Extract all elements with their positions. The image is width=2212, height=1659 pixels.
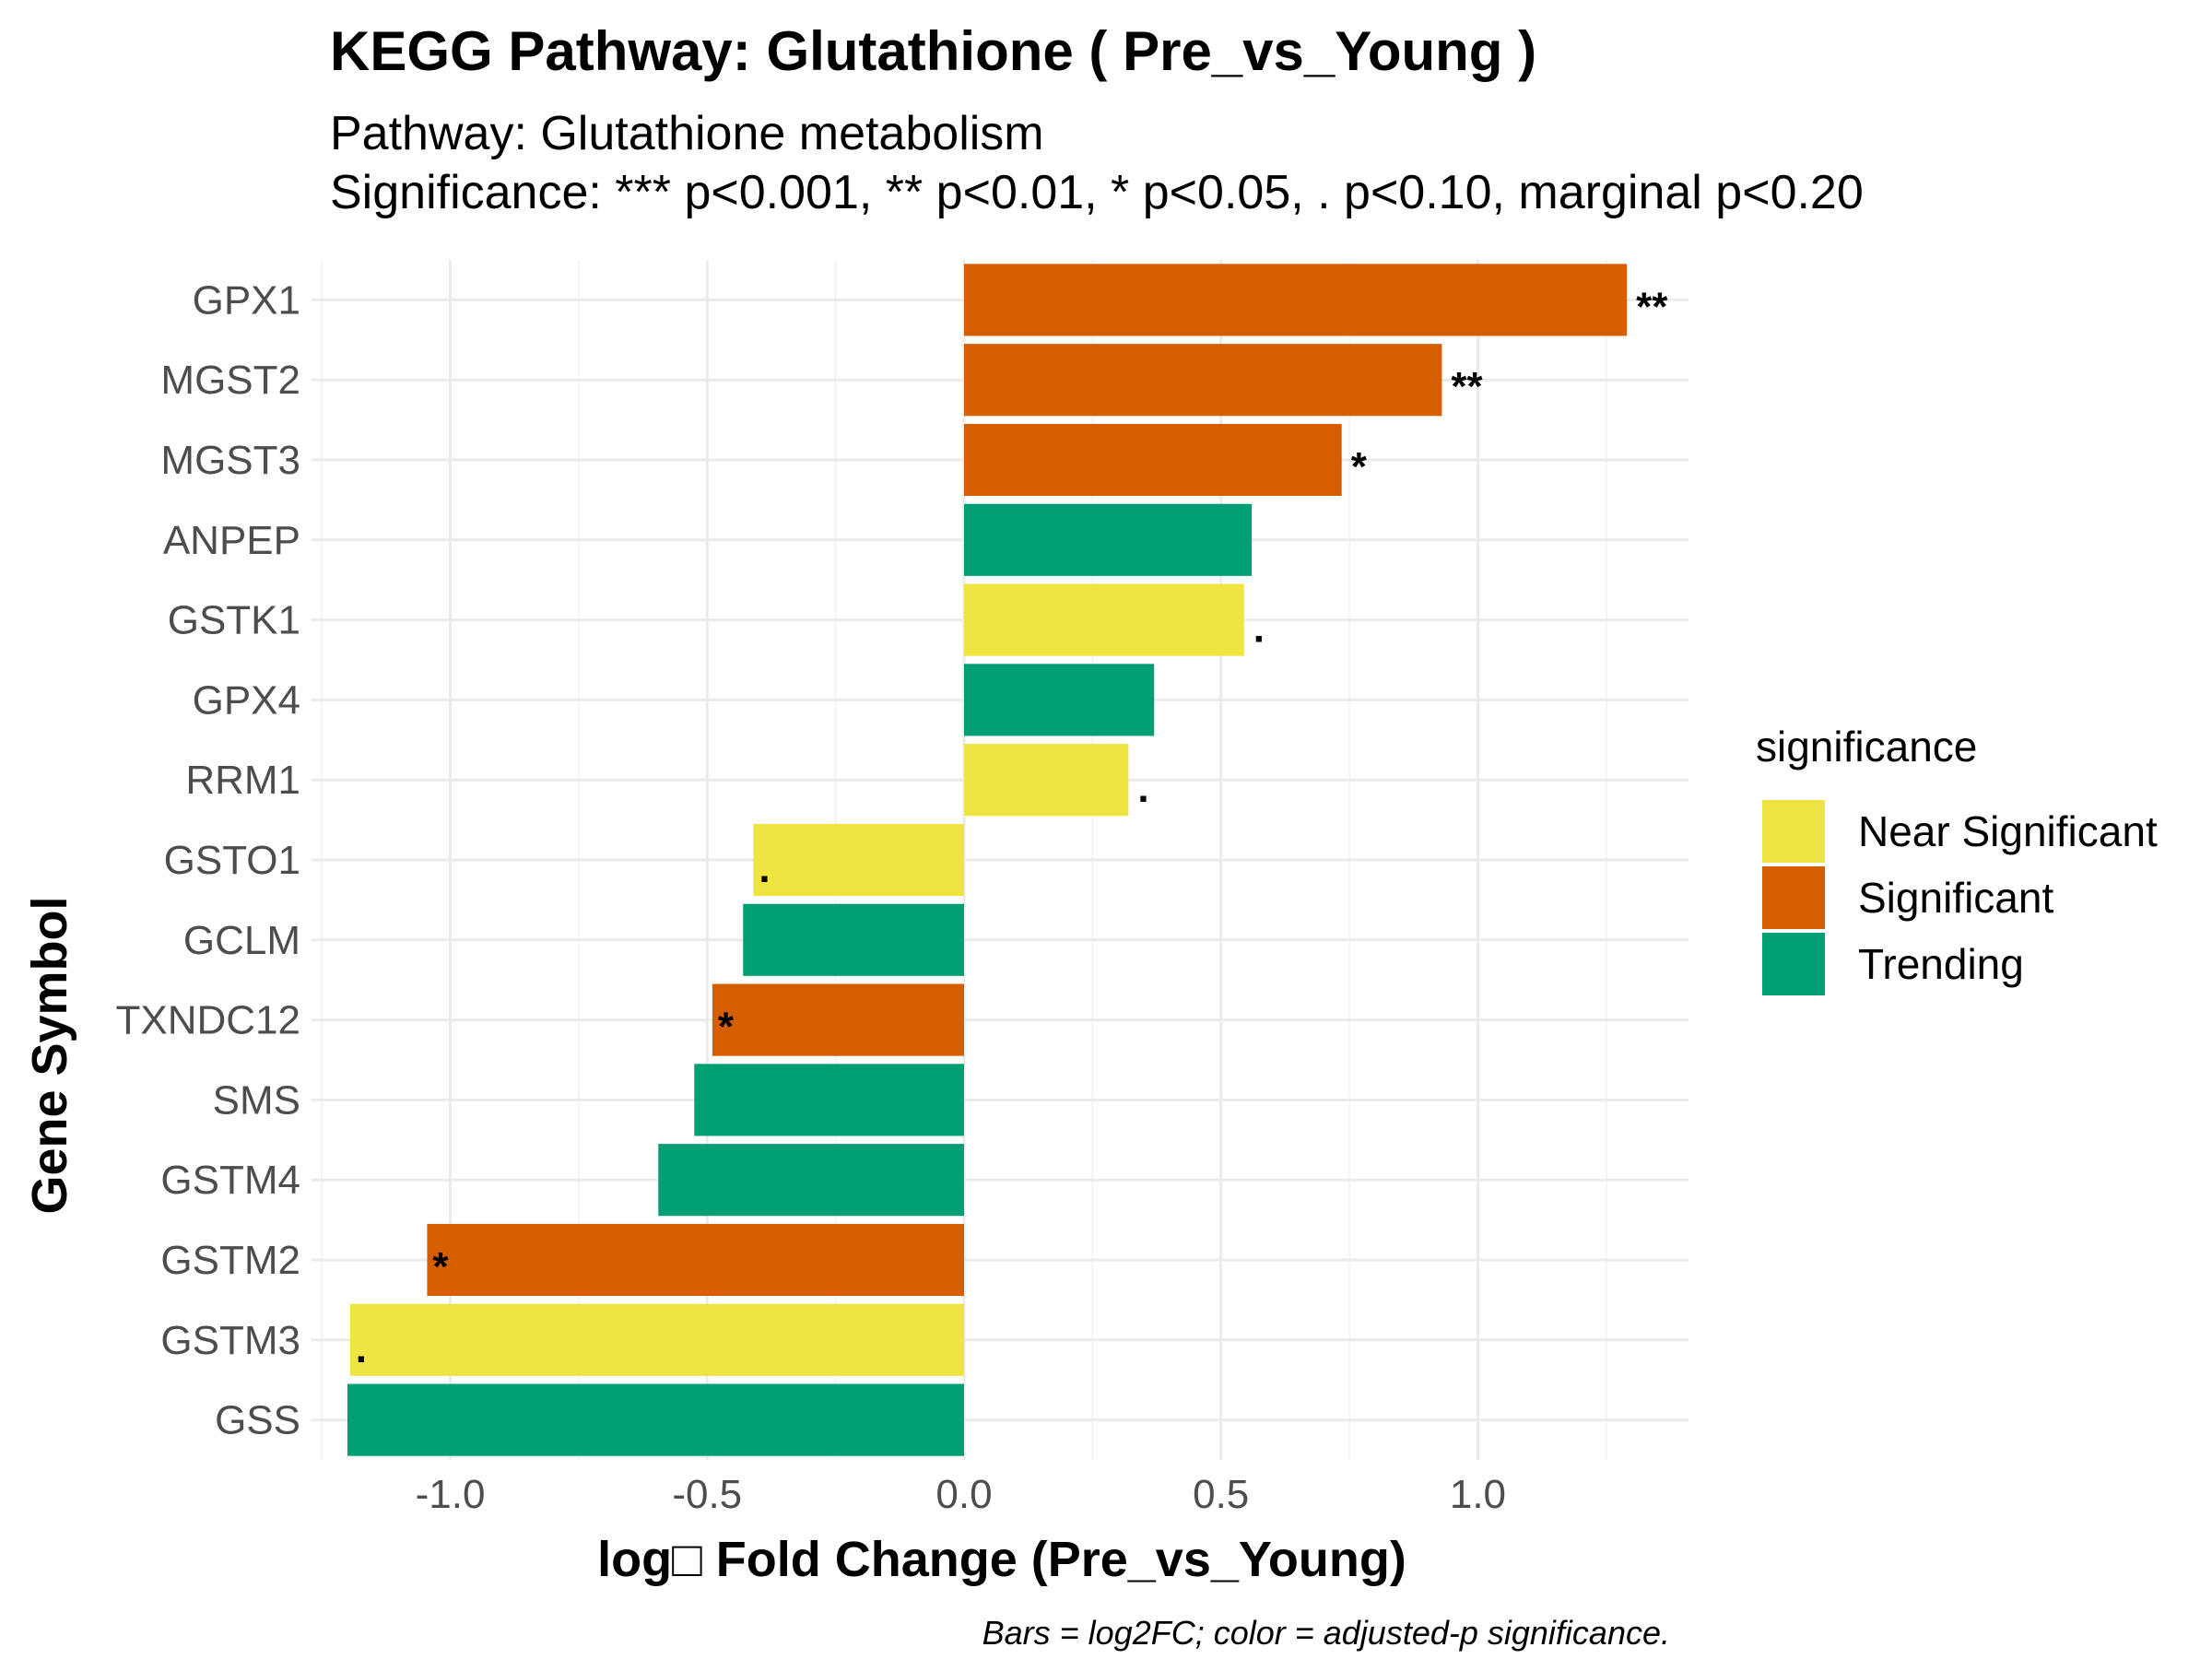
bar-gpx4 (963, 664, 1155, 736)
y-tick-label: ANPEP (163, 518, 300, 563)
y-tick-label: MGST3 (160, 438, 300, 483)
x-tick-label: -1.0 (416, 1472, 486, 1517)
y-tick-label: GSTK1 (168, 598, 300, 643)
y-tick-label: MGST2 (160, 358, 300, 403)
chart-title: KEGG Pathway: Glutathione ( Pre_vs_Young… (330, 20, 1536, 82)
y-axis-title: Gene Symbol (22, 896, 77, 1214)
bar-txndc12 (712, 983, 964, 1056)
significance-label-gsto1: . (759, 846, 770, 891)
y-tick-label: TXNDC12 (116, 998, 301, 1043)
significance-label-gpx1: ** (1636, 284, 1668, 329)
bar-gclm (743, 903, 964, 976)
y-tick-label: RRM1 (185, 758, 300, 803)
significance-label-gstm3: . (356, 1326, 367, 1371)
legend-key-near-significant (1762, 800, 1825, 863)
y-tick-labels: GPX1 MGST2 MGST3 ANPEP GSTK1 GPX4 RRM1 GSTO1 GCL… (116, 277, 301, 1442)
legend-label: Near Significant (1858, 807, 2158, 855)
legend: significance Near Significant Significant… (1756, 723, 2158, 995)
y-tick-label: GSTM2 (160, 1238, 300, 1283)
x-tick-labels: -1.0 -0.5 0.0 0.5 1.0 (416, 1472, 1506, 1517)
y-tick-label: SMS (213, 1077, 300, 1123)
y-tick-label: GSS (215, 1398, 300, 1443)
bar-gsto1 (753, 823, 964, 897)
x-tick-label: 0.0 (935, 1472, 992, 1517)
chart-subtitle-significance: Significance: *** p<0.001, ** p<0.01, * … (330, 166, 1864, 219)
bar-rrm1 (963, 744, 1129, 817)
bar-gstm2 (427, 1223, 964, 1297)
significance-label-txndc12: * (718, 1005, 735, 1050)
significance-label-mgst2: ** (1451, 364, 1483, 409)
chart-subtitle-pathway: Pathway: Glutathione metabolism (330, 107, 1044, 160)
bar-gstm4 (658, 1144, 964, 1217)
legend-key-significant (1762, 866, 1825, 929)
y-tick-label: GSTO1 (164, 838, 300, 883)
bar-gstm3 (349, 1303, 964, 1376)
bar-gpx1 (963, 264, 1628, 336)
y-tick-label: GCLM (183, 918, 300, 963)
bar-gss (347, 1383, 964, 1456)
x-tick-label: 1.0 (1450, 1472, 1506, 1517)
legend-title: significance (1756, 723, 1977, 771)
bar-gstk1 (963, 583, 1244, 656)
significance-label-gstk1: . (1253, 606, 1265, 652)
y-tick-label: GPX1 (193, 277, 300, 323)
x-tick-label: -0.5 (672, 1472, 742, 1517)
significance-labels: *****...**. (356, 284, 1668, 1371)
x-axis-title: log□ Fold Change (Pre_vs_Young) (597, 1532, 1406, 1587)
bars (347, 264, 1628, 1456)
legend-label: Significant (1858, 874, 2053, 922)
bar-mgst3 (963, 423, 1342, 497)
significance-label-mgst3: * (1351, 444, 1368, 489)
bar-anpep (963, 503, 1253, 576)
x-tick-label: 0.5 (1193, 1472, 1249, 1517)
y-tick-label: GSTM4 (160, 1158, 300, 1203)
legend-label: Trending (1858, 940, 2024, 988)
legend-key-trending (1762, 933, 1825, 995)
chart-caption: Bars = log2FC; color = adjusted-p signif… (982, 1614, 1670, 1652)
y-tick-label: GSTM3 (160, 1318, 300, 1363)
bar-mgst2 (963, 344, 1442, 417)
bar-sms (694, 1064, 964, 1136)
significance-label-rrm1: . (1137, 766, 1148, 811)
y-tick-label: GPX4 (193, 677, 300, 723)
significance-label-gstm2: * (432, 1244, 449, 1289)
